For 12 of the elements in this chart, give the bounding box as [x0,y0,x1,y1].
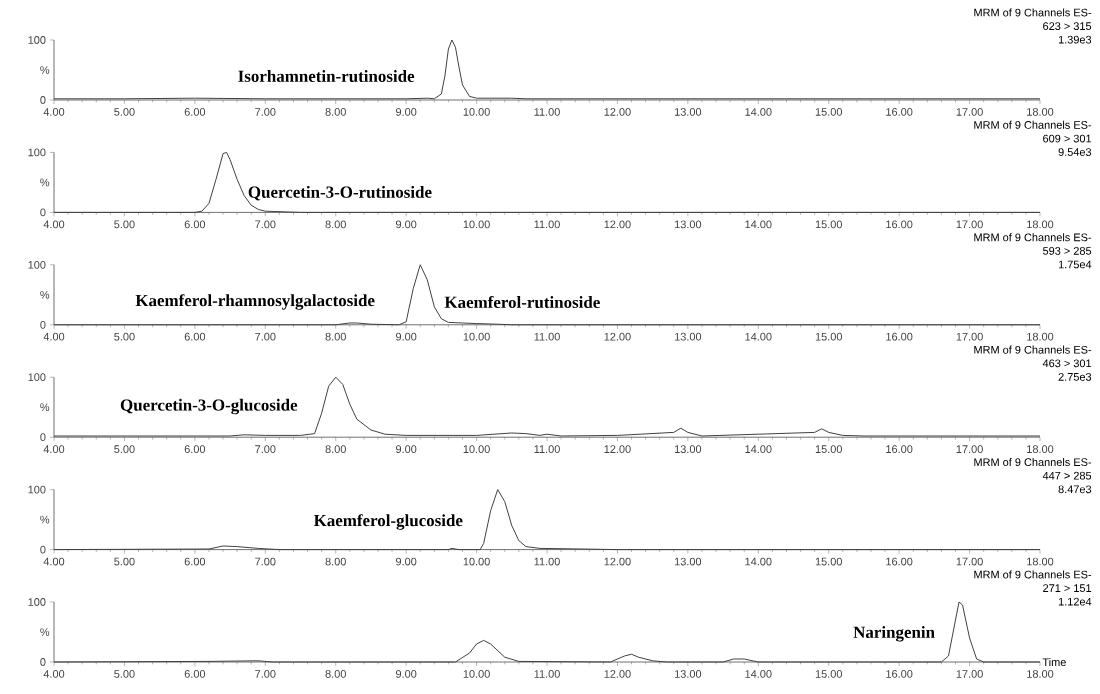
annotation: Quercetin-3-O-glucoside [120,398,298,415]
annotation: Naringenin [853,626,935,642]
annotation: Isorhamnetin-rutinoside [238,70,415,82]
line-series [53,376,1041,437]
annotation: Kaemferol-glucoside [313,514,463,530]
annotation: Quercetin-3-O-rutinoside [248,185,432,201]
line-series [53,489,1041,551]
line-series [53,151,1041,213]
annotation: Kaemferol-rhamnosylgalactoside [135,294,375,310]
line-series [53,601,1041,663]
line-series [53,264,1041,326]
annotation: Kaemferol-rutinoside [444,295,600,309]
